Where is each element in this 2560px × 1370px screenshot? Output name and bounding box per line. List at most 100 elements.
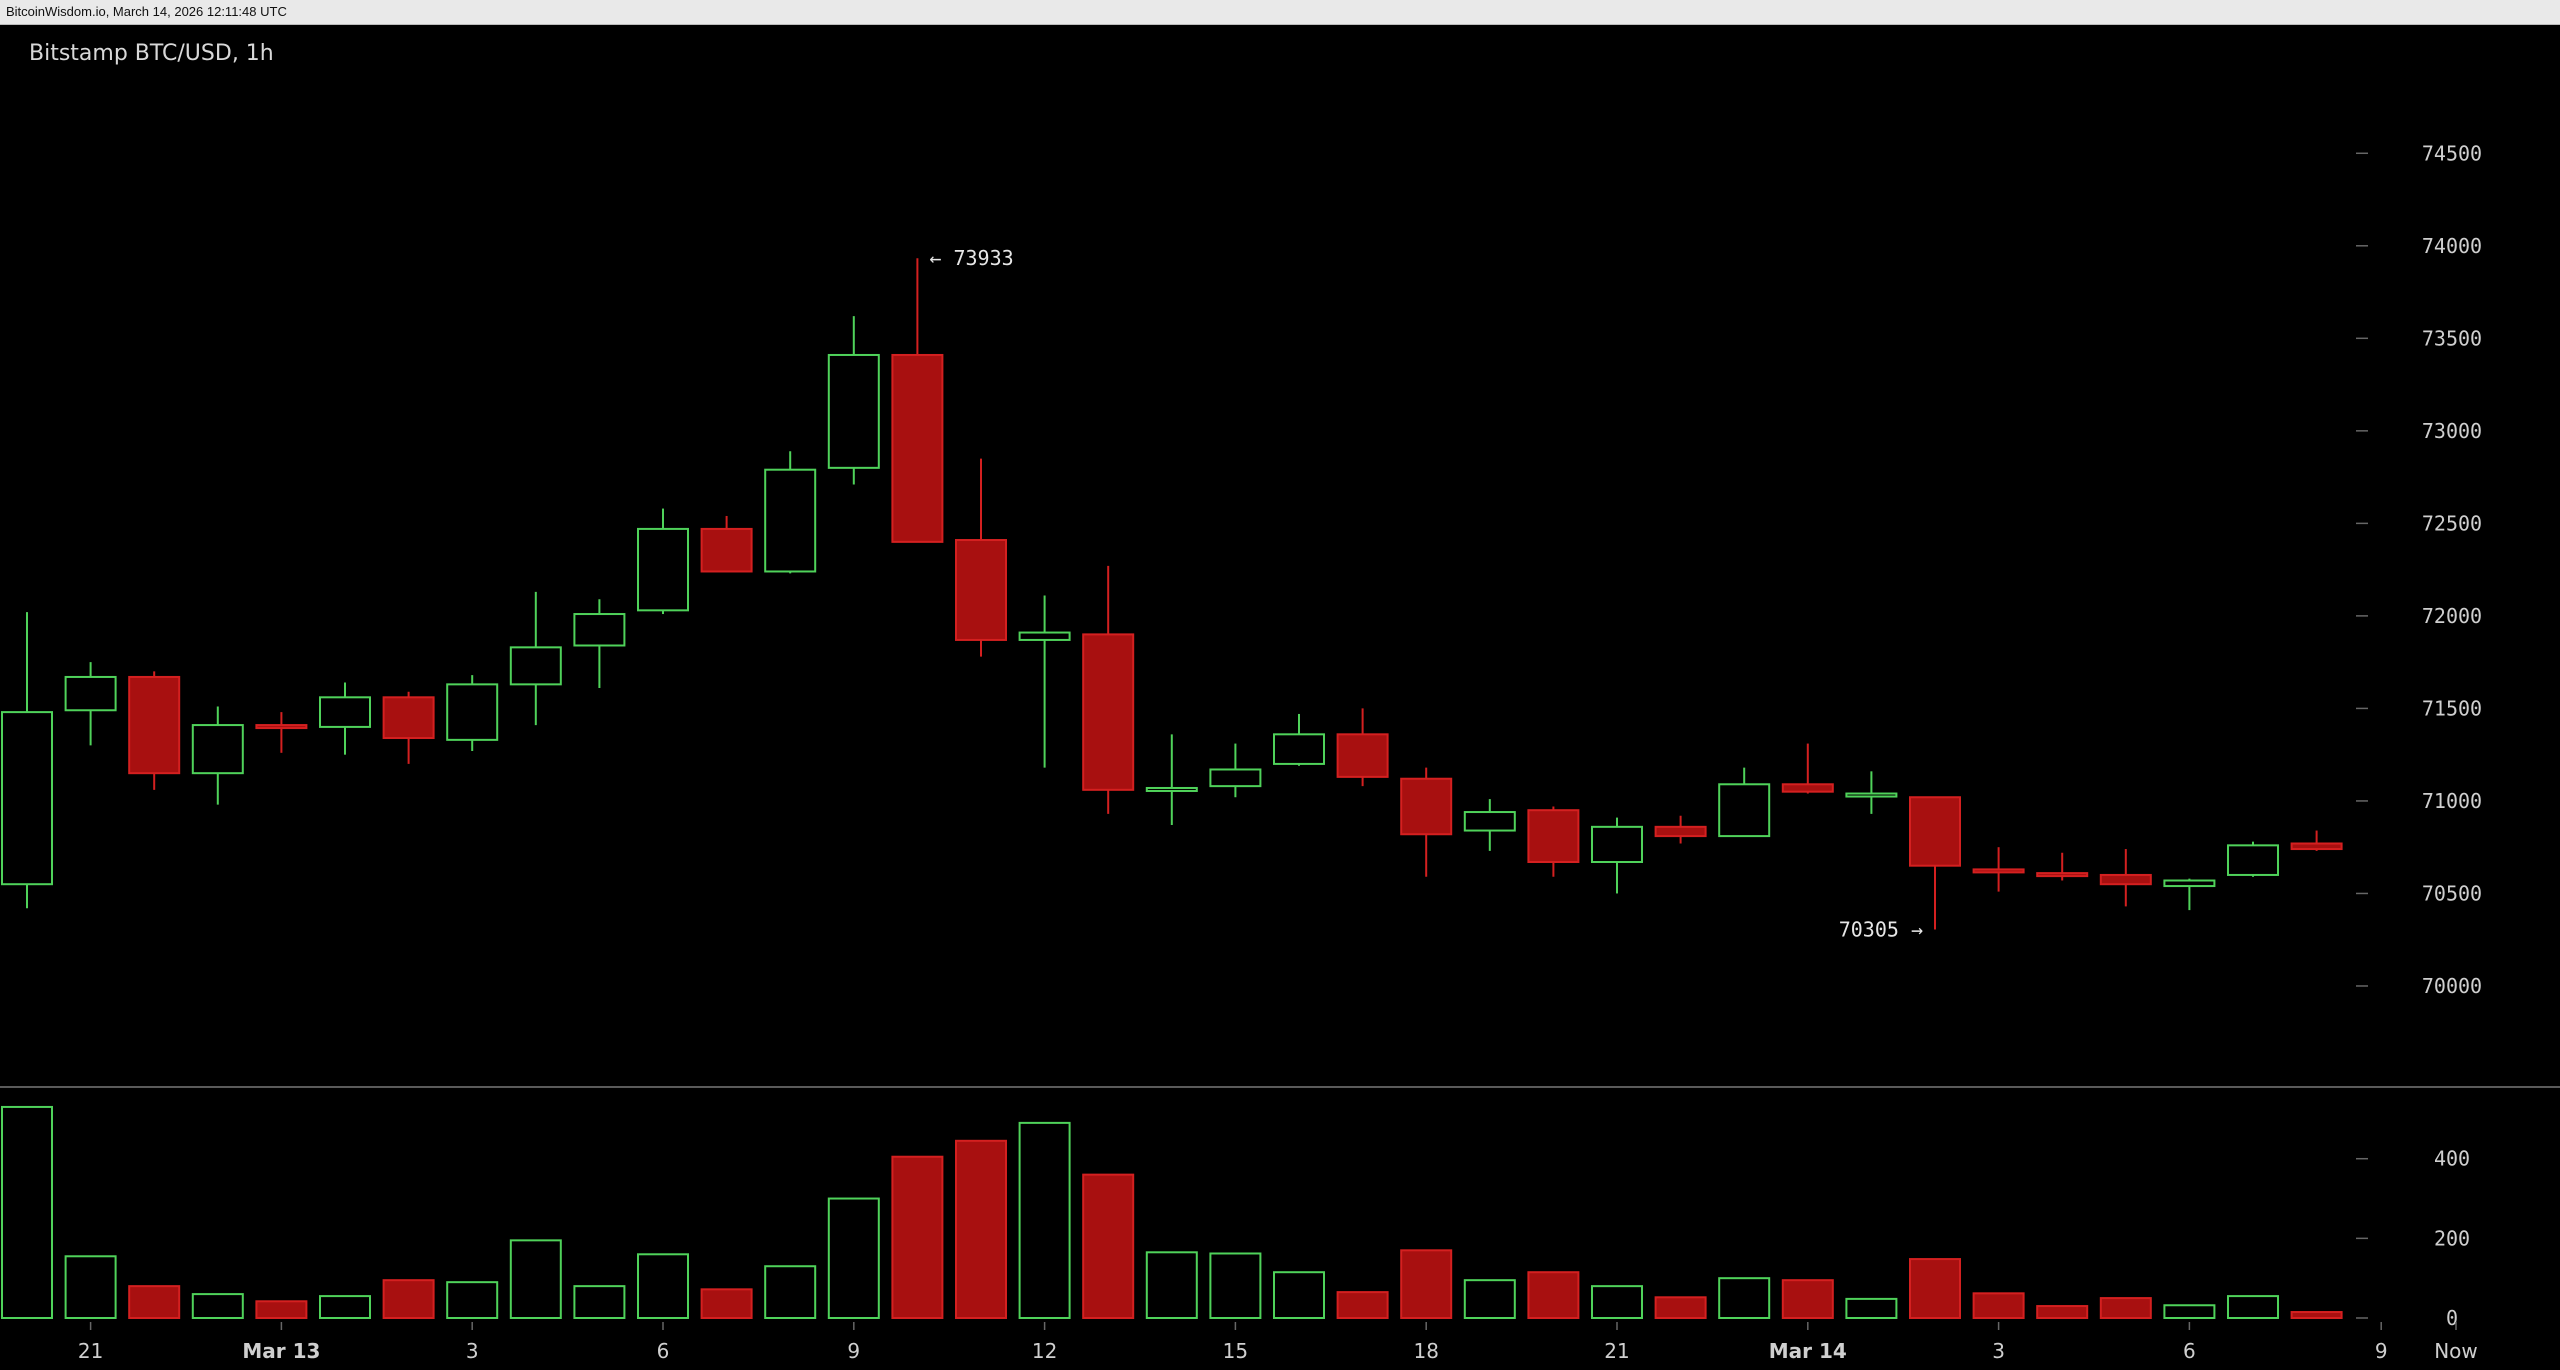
candle-body-up bbox=[2163, 879, 2216, 888]
volume-bar bbox=[1082, 1173, 1135, 1319]
candle bbox=[509, 591, 562, 726]
candle-body-down bbox=[1972, 868, 2025, 874]
time-axis: 21 Mar 13 3 6 9 12 15 18 21 Mar 14 3 6 9 Now bbox=[78, 1322, 2478, 1363]
candle bbox=[1972, 847, 2025, 892]
volume-bar bbox=[1591, 1285, 1643, 1319]
volume-bar bbox=[1972, 1292, 2025, 1319]
time-tick-label: 15 bbox=[1223, 1339, 1248, 1363]
volume-bar bbox=[509, 1239, 562, 1320]
candle-body-up bbox=[1273, 733, 1325, 765]
candle bbox=[1336, 708, 1389, 787]
candle-body-down bbox=[1336, 733, 1389, 778]
candle bbox=[764, 451, 817, 574]
candle bbox=[1527, 806, 1580, 877]
candle-body-up bbox=[446, 683, 499, 741]
candle-body-up bbox=[1718, 783, 1771, 838]
volume-bar bbox=[700, 1288, 753, 1320]
time-tick-label: Mar 13 bbox=[242, 1339, 320, 1363]
candle-body-up bbox=[1845, 792, 1898, 798]
volume-bar bbox=[2227, 1295, 2279, 1320]
candle bbox=[128, 671, 181, 790]
candle-body-down bbox=[2290, 842, 2343, 851]
price-tick-label: 73000 bbox=[2422, 419, 2482, 443]
candle-body-down bbox=[2036, 872, 2089, 878]
volume-bar bbox=[764, 1265, 817, 1320]
volume-bar bbox=[2099, 1297, 2152, 1319]
candle bbox=[1082, 565, 1135, 814]
price-tick-label: 70000 bbox=[2422, 974, 2482, 998]
volume-bar bbox=[2290, 1311, 2343, 1319]
price-tick-label: 74000 bbox=[2422, 234, 2482, 258]
candle bbox=[64, 662, 117, 746]
price-axis: 74500 74000 73500 73000 72500 72000 71500 71000… bbox=[2356, 141, 2482, 998]
candle bbox=[446, 675, 499, 751]
candle bbox=[191, 706, 244, 805]
candle-body-down bbox=[700, 527, 753, 573]
annotations: ← 73933 70305 → bbox=[929, 246, 1923, 941]
volume-bar bbox=[1781, 1279, 1834, 1320]
candle bbox=[1781, 743, 1834, 794]
candle-body-down bbox=[1781, 783, 1834, 793]
price-tick-label: 72500 bbox=[2422, 511, 2482, 535]
time-tick-label: 21 bbox=[78, 1339, 103, 1363]
candle bbox=[700, 515, 753, 573]
source-timestamp: BitcoinWisdom.io, March 14, 2026 12:11:4… bbox=[6, 4, 287, 19]
volume-bar bbox=[1909, 1258, 1961, 1320]
time-tick-label: 18 bbox=[1413, 1339, 1438, 1363]
volume-bar bbox=[1527, 1271, 1580, 1319]
volume-bar bbox=[891, 1155, 944, 1320]
time-tick-label: Mar 14 bbox=[1769, 1339, 1847, 1363]
candle-body-down bbox=[128, 675, 181, 775]
candle bbox=[1845, 771, 1898, 814]
volume-bar bbox=[1400, 1249, 1453, 1320]
candle-body-up bbox=[637, 527, 689, 612]
volume-bar bbox=[1273, 1271, 1325, 1319]
candle-body-up bbox=[1, 711, 53, 886]
price-tick-label: 71000 bbox=[2422, 789, 2482, 813]
candle-body-up bbox=[1018, 631, 1071, 641]
volume-bar bbox=[2036, 1305, 2089, 1320]
candle-body-down bbox=[1082, 633, 1135, 791]
candle-body-up bbox=[1591, 825, 1643, 864]
candle-body-up bbox=[573, 613, 626, 647]
candle-body-up bbox=[191, 724, 244, 775]
time-tick-label: 9 bbox=[2375, 1339, 2388, 1363]
volume-bar bbox=[64, 1255, 117, 1319]
candles bbox=[1, 258, 2343, 930]
candle bbox=[573, 599, 626, 689]
price-tick-label: 73500 bbox=[2422, 326, 2482, 350]
volume-bar bbox=[1018, 1121, 1071, 1319]
candle bbox=[1463, 799, 1516, 851]
volume-bar bbox=[573, 1285, 626, 1319]
candle-body-up bbox=[64, 675, 117, 712]
candle-body-up bbox=[827, 353, 880, 469]
top-bar: BitcoinWisdom.io, March 14, 2026 12:11:4… bbox=[0, 0, 2560, 25]
volume-bar bbox=[1718, 1277, 1771, 1320]
candle-body-up bbox=[1209, 768, 1262, 788]
candle-body-up bbox=[1145, 786, 1198, 792]
candle-body-down bbox=[1400, 777, 1453, 836]
candle bbox=[891, 258, 944, 543]
price-tick-label: 71500 bbox=[2422, 696, 2482, 720]
candle bbox=[2290, 830, 2343, 851]
volume-bar bbox=[827, 1197, 880, 1320]
candle bbox=[955, 458, 1007, 657]
volume-bar bbox=[446, 1281, 499, 1320]
candle-body-down bbox=[382, 696, 435, 740]
candle bbox=[1718, 767, 1771, 838]
volume-bar bbox=[1336, 1291, 1389, 1320]
candle-body-down bbox=[955, 539, 1007, 641]
time-tick-label: 21 bbox=[1604, 1339, 1629, 1363]
volume-axis: 400 200 0 bbox=[2356, 1147, 2470, 1330]
candle bbox=[637, 508, 689, 615]
candle-body-down bbox=[1654, 825, 1707, 838]
time-tick-label: 3 bbox=[1992, 1339, 2005, 1363]
candle bbox=[1909, 796, 1961, 930]
price-tick-label: 74500 bbox=[2422, 141, 2482, 165]
candle-body-down bbox=[1527, 809, 1580, 863]
candle bbox=[319, 682, 371, 755]
candle bbox=[1145, 734, 1198, 825]
candle bbox=[1654, 815, 1707, 844]
candle bbox=[2227, 841, 2279, 877]
